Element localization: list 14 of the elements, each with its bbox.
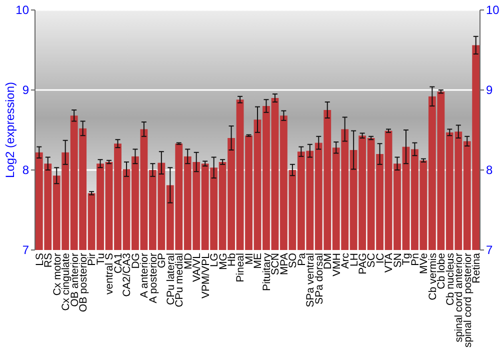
y-tick-label: 7 — [22, 243, 30, 258]
y2-tick-label: 10 — [486, 3, 500, 18]
x-tick-label: A posterior — [147, 252, 160, 304]
y2-tick-label: 7 — [486, 243, 493, 258]
x-tick-label: DG — [130, 253, 142, 269]
x-tick-label: OB posterior — [77, 252, 90, 312]
y-tick-label: 9 — [22, 83, 30, 98]
y-tick-label: 10 — [16, 3, 30, 18]
x-tick-label: IC — [374, 252, 386, 264]
y-axis-title: Log2 (expression) — [3, 82, 18, 178]
y2-tick-label: 8 — [486, 163, 493, 178]
x-tick-label: RS — [42, 253, 55, 268]
y2-tick-label: 9 — [486, 83, 493, 98]
y-tick-label: 8 — [22, 163, 30, 178]
